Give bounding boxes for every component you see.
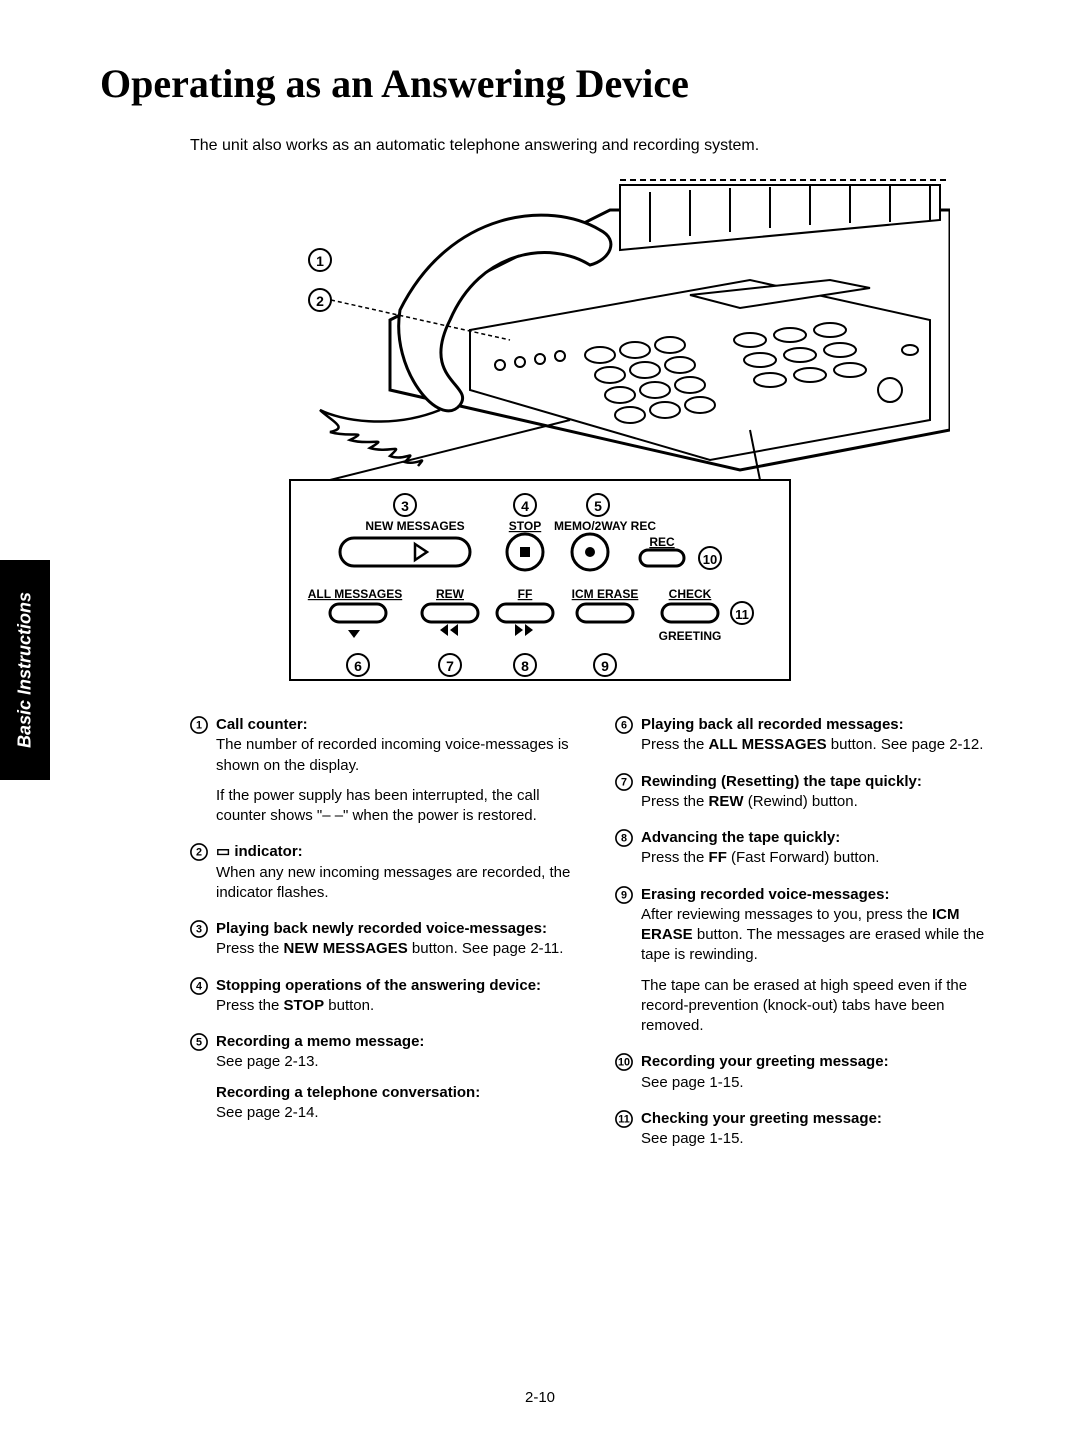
item-title: ▭ indicator:: [216, 843, 303, 860]
feature-item-4: 4 Stopping operations of the answering de…: [190, 976, 575, 1017]
item-title: Checking your greeting message:: [641, 1110, 882, 1127]
svg-text:11: 11: [735, 607, 749, 622]
circled-number-1: 1: [190, 716, 212, 734]
svg-text:9: 9: [601, 658, 609, 674]
svg-text:10: 10: [703, 552, 717, 567]
item-title: Call counter:: [216, 716, 308, 733]
svg-text:GREETING: GREETING: [659, 629, 722, 643]
item-body: See page 2-13.: [216, 1053, 319, 1070]
item-title: Playing back newly recorded voice-messag…: [216, 920, 547, 937]
item-body: Press the REW (Rewind) button.: [641, 793, 858, 810]
circled-number-3: 3: [190, 920, 212, 938]
item-body: See page 1-15.: [641, 1130, 744, 1147]
page-number: 2-10: [525, 1389, 555, 1406]
svg-text:5: 5: [196, 1037, 202, 1049]
item-title: Rewinding (Resetting) the tape quickly:: [641, 773, 922, 790]
circled-number-10: 10: [615, 1053, 637, 1071]
svg-text:7: 7: [446, 658, 454, 674]
right-column: 6 Playing back all recorded messages: Pres…: [615, 715, 1000, 1165]
circled-number-2: 2: [190, 843, 212, 861]
item-extra: Recording a telephone conversation:See p…: [216, 1083, 575, 1124]
svg-text:10: 10: [618, 1057, 630, 1069]
svg-text:3: 3: [401, 498, 409, 514]
item-title: Erasing recorded voice-messages:: [641, 886, 889, 903]
svg-text:3: 3: [196, 924, 202, 936]
svg-text:9: 9: [621, 889, 627, 901]
circled-number-8: 8: [615, 829, 637, 847]
svg-text:1: 1: [316, 253, 324, 269]
svg-text:8: 8: [621, 833, 627, 845]
item-body: Press the ALL MESSAGES button. See page …: [641, 736, 983, 753]
side-tab: Basic Instructions: [0, 560, 50, 780]
circled-number-5: 5: [190, 1033, 212, 1051]
feature-item-5: 5 Recording a memo message: See page 2-13.…: [190, 1032, 575, 1123]
item-title: Recording a memo message:: [216, 1033, 424, 1050]
svg-text:2: 2: [196, 847, 202, 859]
page-title: Operating as an Answering Device: [100, 60, 1000, 107]
feature-columns: 1 Call counter: The number of recorded inc…: [190, 715, 1000, 1165]
circled-number-7: 7: [615, 773, 637, 791]
feature-item-8: 8 Advancing the tape quickly: Press the FF…: [615, 828, 1000, 869]
feature-item-1: 1 Call counter: The number of recorded inc…: [190, 715, 575, 826]
svg-text:MEMO/2WAY REC: MEMO/2WAY REC: [554, 519, 656, 533]
circled-number-4: 4: [190, 977, 212, 995]
item-body: Press the STOP button.: [216, 997, 374, 1014]
feature-item-10: 10 Recording your greeting message: See pa…: [615, 1052, 1000, 1093]
feature-item-2: 2 ▭ indicator: When any new incoming messa…: [190, 842, 575, 903]
svg-text:5: 5: [594, 498, 602, 514]
svg-text:7: 7: [621, 776, 627, 788]
feature-item-6: 6 Playing back all recorded messages: Pres…: [615, 715, 1000, 756]
item-body: See page 1-15.: [641, 1074, 744, 1091]
svg-text:REW: REW: [436, 587, 465, 601]
item-body: Press the NEW MESSAGES button. See page …: [216, 940, 563, 957]
device-diagram: 1 2 NEW MESSAGES STOP MEMO/2WAY REC REC …: [190, 170, 1000, 690]
item-title: Playing back all recorded messages:: [641, 716, 904, 733]
intro-text: The unit also works as an automatic tele…: [190, 137, 1000, 155]
svg-text:STOP: STOP: [509, 519, 541, 533]
svg-text:4: 4: [521, 498, 529, 514]
item-body: Press the FF (Fast Forward) button.: [641, 849, 879, 866]
circled-number-9: 9: [615, 886, 637, 904]
svg-text:NEW MESSAGES: NEW MESSAGES: [365, 519, 464, 533]
svg-text:4: 4: [196, 980, 202, 992]
svg-text:1: 1: [196, 720, 202, 732]
svg-text:6: 6: [621, 720, 627, 732]
item-body: After reviewing messages to you, press t…: [641, 906, 984, 964]
feature-item-3: 3 Playing back newly recorded voice-messa…: [190, 919, 575, 960]
svg-text:8: 8: [521, 658, 529, 674]
item-extra: If the power supply has been interrupted…: [216, 786, 575, 827]
svg-text:6: 6: [354, 658, 362, 674]
item-body: When any new incoming messages are recor…: [216, 864, 570, 901]
item-extra: The tape can be erased at high speed eve…: [641, 976, 1000, 1037]
item-body: The number of recorded incoming voice-me…: [216, 736, 569, 773]
svg-text:ICM ERASE: ICM ERASE: [572, 587, 639, 601]
svg-text:FF: FF: [518, 587, 533, 601]
feature-item-9: 9 Erasing recorded voice-messages: After r…: [615, 885, 1000, 1037]
circled-number-6: 6: [615, 716, 637, 734]
svg-text:2: 2: [316, 293, 324, 309]
svg-text:11: 11: [618, 1113, 629, 1125]
circled-number-11: 11: [615, 1110, 637, 1128]
item-title: Advancing the tape quickly:: [641, 829, 840, 846]
feature-item-7: 7 Rewinding (Resetting) the tape quickly:…: [615, 772, 1000, 813]
svg-text:ALL MESSAGES: ALL MESSAGES: [308, 587, 402, 601]
item-title: Stopping operations of the answering dev…: [216, 977, 541, 994]
svg-text:CHECK: CHECK: [669, 587, 712, 601]
item-title: Recording your greeting message:: [641, 1053, 889, 1070]
feature-item-11: 11 Checking your greeting message: See pag…: [615, 1109, 1000, 1150]
svg-text:REC: REC: [649, 535, 675, 549]
left-column: 1 Call counter: The number of recorded inc…: [190, 715, 575, 1165]
